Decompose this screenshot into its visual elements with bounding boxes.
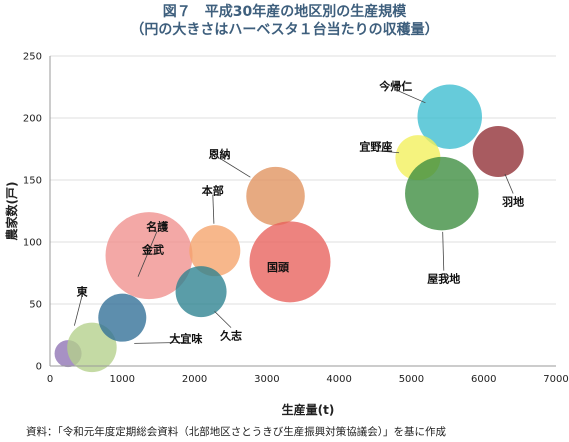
bubble xyxy=(417,84,482,150)
y-tick-label: 150 xyxy=(23,176,42,187)
bubble xyxy=(175,266,227,318)
bubble-label: 恩納 xyxy=(209,147,231,161)
y-tick-label: 100 xyxy=(23,238,42,249)
bubble-label: 金武 xyxy=(141,243,164,257)
leader-line xyxy=(395,89,426,104)
bubble xyxy=(189,225,241,277)
bubble-label: 本部 xyxy=(202,184,224,198)
bubble xyxy=(246,166,305,226)
leader-line xyxy=(442,231,445,271)
leader-line xyxy=(137,230,158,277)
bubble-label: 今帰仁 xyxy=(378,79,412,93)
x-tick-label: 3000 xyxy=(254,374,279,385)
bubble xyxy=(98,293,147,342)
chart-title: 図７ 平成30年産の地区別の生産規模 xyxy=(162,4,407,20)
chart-title-block: 図７ 平成30年産の地区別の生産規模 （円の大きさはハーベスタ１台当たりの収穫量… xyxy=(0,3,569,39)
y-tick-label: 0 xyxy=(36,362,42,373)
bubble xyxy=(405,156,479,231)
leader-line xyxy=(73,295,83,326)
bubble xyxy=(67,322,117,373)
leader-line xyxy=(134,342,186,344)
bubble-label: 大宜味 xyxy=(169,331,202,345)
bubble-label: 羽地 xyxy=(502,194,524,208)
bubble-label: 国頭 xyxy=(267,261,290,274)
bubble-label: 名護 xyxy=(146,220,169,234)
x-tick-label: 0 xyxy=(47,374,53,385)
chart-subtitle: （円の大きさはハーベスタ１台当たりの収穫量） xyxy=(130,22,439,38)
y-axis-title: 農家数(戸) xyxy=(4,182,19,241)
bubble-label: 東 xyxy=(77,285,89,299)
x-tick-label: 4000 xyxy=(326,374,351,385)
leader-line xyxy=(212,194,215,224)
bubble-label: 屋我地 xyxy=(427,272,460,286)
leader-line xyxy=(375,150,400,154)
x-tick-label: 5000 xyxy=(399,374,424,385)
source-note: 資料：「令和元年度定期総会資料（北部地区さとうきび生産振興対策協議会）」を基に作… xyxy=(26,426,446,438)
leader-line xyxy=(219,157,251,178)
x-tick-label: 2000 xyxy=(182,374,207,385)
bubble xyxy=(249,221,331,303)
leader-line xyxy=(214,311,232,328)
bubble xyxy=(472,125,524,177)
y-tick-label: 250 xyxy=(23,52,42,63)
y-tick-label: 200 xyxy=(23,114,42,125)
bubble-label: 久志 xyxy=(220,329,242,343)
y-tick-label: 50 xyxy=(29,300,42,311)
x-tick-label: 1000 xyxy=(110,374,135,385)
leader-line xyxy=(504,173,514,194)
x-tick-label: 6000 xyxy=(471,374,496,385)
bubble-label: 宜野座 xyxy=(359,140,392,154)
x-axis-title: 生産量(t) xyxy=(282,402,335,417)
x-tick-label: 7000 xyxy=(543,374,568,385)
bubble xyxy=(105,212,193,300)
